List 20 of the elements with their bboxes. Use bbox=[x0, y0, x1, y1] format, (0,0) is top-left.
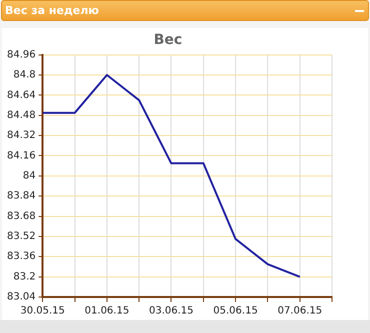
x-tick-label: 05.06.15 bbox=[213, 306, 258, 317]
y-tick-label: 84.32 bbox=[6, 130, 36, 142]
y-tick-label: 84.64 bbox=[6, 90, 36, 101]
y-tick-label: 84.96 bbox=[6, 49, 36, 60]
y-tick-label: 84.8 bbox=[13, 70, 36, 81]
y-tick-label: 83.68 bbox=[6, 210, 36, 222]
y-tick-label: 83.2 bbox=[13, 271, 36, 282]
y-tick-label: 83.04 bbox=[6, 292, 36, 303]
x-tick-label: 30.05.15 bbox=[20, 306, 65, 317]
chart-title: Вес за неделю bbox=[5, 4, 99, 17]
y-tick-label: 83.36 bbox=[6, 251, 36, 262]
y-tick-label: 84.48 bbox=[6, 110, 36, 121]
y-tick-label: 83.52 bbox=[6, 231, 36, 242]
x-tick-label: 07.06.15 bbox=[278, 306, 322, 317]
y-tick-label: 84.16 bbox=[6, 150, 36, 162]
y-tick-label: 83.84 bbox=[6, 190, 36, 202]
chart-subtitle: Вес bbox=[154, 32, 182, 48]
x-tick-label: 03.06.15 bbox=[148, 306, 194, 317]
y-tick-label: 84 bbox=[22, 170, 36, 182]
x-tick-label: 01.06.15 bbox=[84, 306, 130, 317]
